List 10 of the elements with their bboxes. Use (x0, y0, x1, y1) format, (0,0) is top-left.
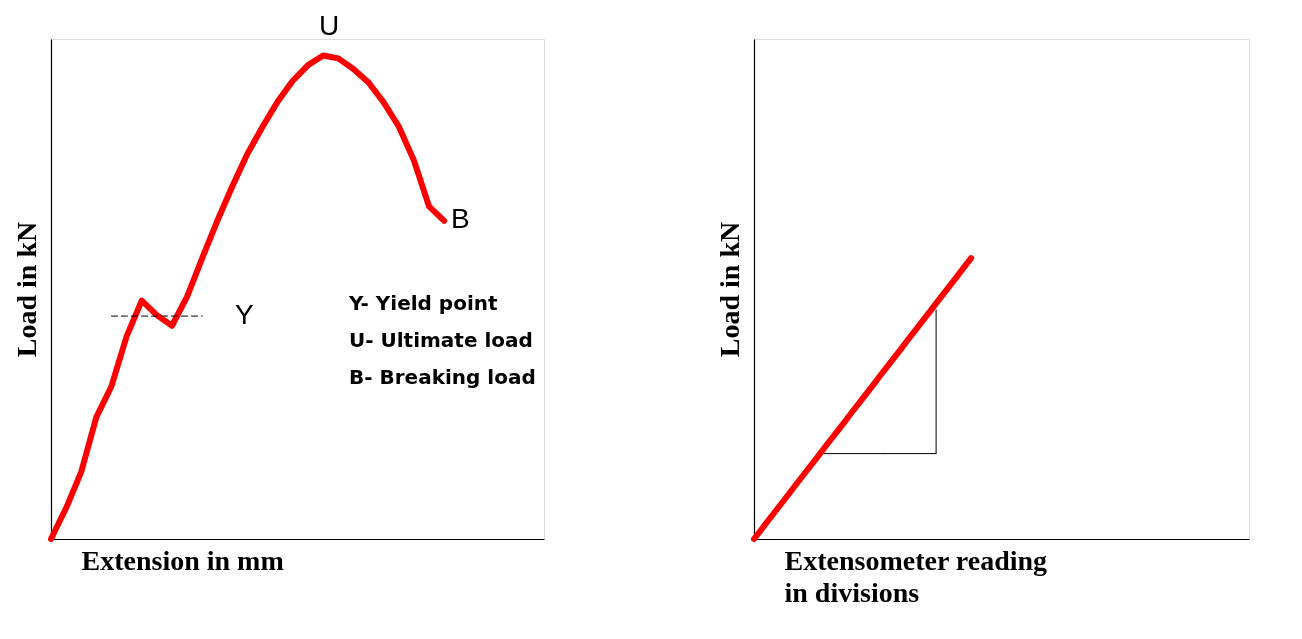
x-axis-title: Extensometer reading in divisions (784, 544, 1048, 608)
y-axis-title: Load in kN (10, 221, 42, 358)
x-axis-title: Extension in mm (81, 544, 284, 576)
annotation: Y (235, 299, 254, 330)
annotation: U- Ultimate load (349, 328, 533, 352)
annotation: B (451, 203, 470, 234)
y-axis-title: Load in kN (713, 221, 745, 358)
annotation: Y- Yield point (348, 291, 498, 315)
annotation: B- Breaking load (349, 365, 536, 389)
text: U (318, 10, 340, 41)
